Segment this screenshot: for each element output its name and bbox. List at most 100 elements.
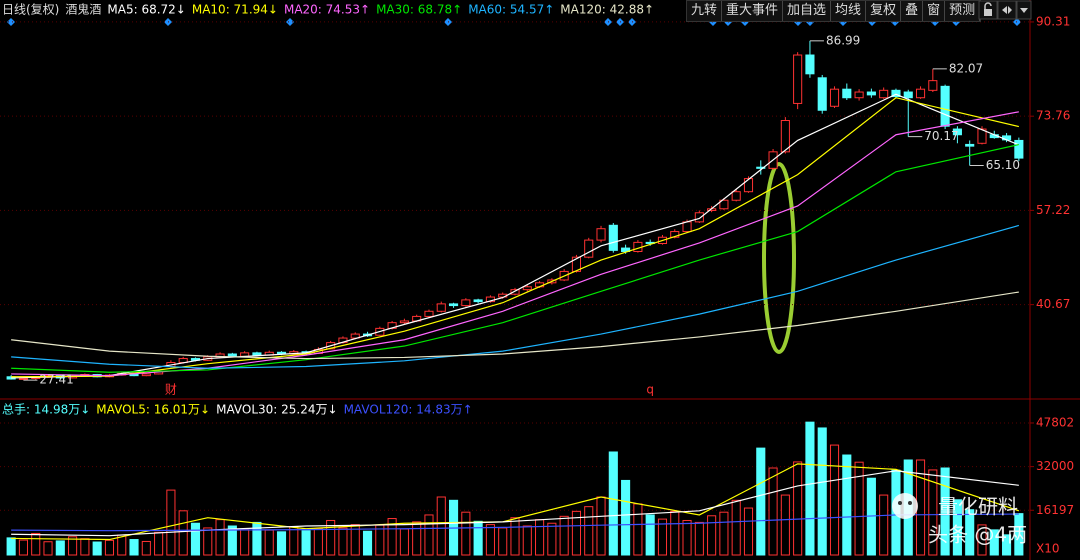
ma-line bbox=[11, 143, 1019, 373]
highlight-ellipse bbox=[762, 162, 796, 354]
candle-body bbox=[252, 352, 262, 356]
legend-entry: MA5: 68.72↓ bbox=[107, 3, 185, 17]
volume-bar bbox=[535, 519, 545, 556]
toolbar-button[interactable]: 窗 bbox=[923, 1, 946, 21]
volume-unit: X10 bbox=[1036, 542, 1060, 556]
toolbar-button[interactable]: 加自选 bbox=[783, 1, 832, 21]
candle-body bbox=[879, 89, 889, 99]
volume-bar bbox=[829, 444, 840, 556]
volume-bar bbox=[264, 529, 274, 556]
volume-bar bbox=[842, 454, 852, 556]
candle-body bbox=[817, 77, 827, 111]
toolbar-button[interactable]: 预测 bbox=[945, 1, 981, 21]
volume-bar bbox=[596, 496, 606, 556]
volume-bar bbox=[657, 518, 668, 556]
volume-bar bbox=[227, 525, 237, 556]
toolbar-button[interactable]: 九转 bbox=[687, 1, 723, 21]
volume-bar bbox=[154, 531, 164, 556]
volume-bar bbox=[31, 532, 41, 556]
legend-entry: MA30: 68.78↑ bbox=[376, 3, 462, 17]
ma-line bbox=[11, 513, 1019, 532]
volume-bar bbox=[178, 510, 188, 556]
volume-bar bbox=[68, 536, 78, 556]
candle-body bbox=[461, 299, 471, 307]
volume-bar bbox=[117, 534, 127, 556]
candle-body bbox=[436, 303, 446, 312]
volume-bar bbox=[522, 525, 532, 556]
y-tick-label: 16197 bbox=[1036, 503, 1074, 517]
volume-bar bbox=[940, 467, 950, 556]
annotation-label: 70.17 bbox=[924, 129, 958, 143]
volume-bar bbox=[289, 526, 299, 556]
volume-bar bbox=[965, 509, 975, 556]
candle-body bbox=[829, 88, 840, 107]
toolbar-button[interactable]: 叠 bbox=[901, 1, 924, 21]
candle-body bbox=[903, 91, 913, 99]
volume-bar bbox=[18, 539, 28, 556]
ma-line bbox=[11, 291, 1019, 360]
volume-bar bbox=[854, 461, 864, 556]
candle-body bbox=[571, 256, 582, 272]
volume-bar bbox=[805, 421, 815, 556]
volume-bar bbox=[141, 540, 151, 556]
volume-bar bbox=[55, 540, 65, 556]
volume-bar bbox=[608, 451, 618, 556]
volume-bar bbox=[104, 539, 115, 556]
volume-bar bbox=[768, 467, 778, 556]
ma-line bbox=[11, 93, 1020, 379]
volume-bar bbox=[793, 461, 803, 556]
volume-bar bbox=[129, 539, 139, 556]
toolbar-button[interactable]: 复权 bbox=[866, 1, 902, 21]
y-tick-label: 32000 bbox=[1036, 459, 1074, 473]
candle-body bbox=[719, 199, 729, 210]
volume-bar bbox=[80, 538, 90, 556]
volume-bar bbox=[215, 519, 225, 556]
legend-entry: MAVOL5: 16.01万↓ bbox=[96, 403, 210, 417]
candle-body bbox=[891, 89, 901, 98]
y-tick-label: 90.31 bbox=[1036, 14, 1070, 28]
candle-body bbox=[780, 120, 790, 153]
volume-bar bbox=[510, 517, 520, 556]
event-marker: 财 bbox=[165, 383, 177, 397]
candle-body bbox=[743, 178, 754, 193]
legend-entry: 总手: 14.98万↓ bbox=[2, 403, 90, 417]
volume-bar bbox=[989, 529, 999, 556]
volume-bar bbox=[350, 524, 360, 556]
volume-bar bbox=[461, 511, 471, 556]
toolbar-icons bbox=[978, 0, 1032, 20]
volume-bar bbox=[190, 522, 201, 556]
chart-title: 酒鬼酒 bbox=[65, 2, 101, 17]
candle-body bbox=[854, 91, 864, 99]
volume-bar bbox=[743, 507, 754, 556]
y-tick-label: 47802 bbox=[1036, 415, 1074, 429]
legend-entry: MA10: 71.94↓ bbox=[192, 3, 278, 17]
volume-bar bbox=[682, 519, 692, 556]
volume-bar bbox=[485, 524, 495, 556]
ma-line bbox=[11, 97, 1019, 378]
volume-bar bbox=[412, 521, 422, 556]
annotation-label: 82.07 bbox=[949, 61, 983, 75]
volume-bar bbox=[6, 537, 16, 556]
candle-body bbox=[473, 299, 483, 303]
candle-body bbox=[952, 128, 962, 136]
volume-bar bbox=[547, 522, 557, 556]
candle-body bbox=[596, 228, 606, 241]
volume-bar bbox=[928, 469, 938, 556]
candle-body bbox=[1014, 139, 1024, 159]
volume-bar bbox=[338, 527, 348, 556]
volume-bar bbox=[375, 524, 385, 556]
toolbar-button[interactable]: 均线 bbox=[831, 1, 867, 21]
event-marker: q bbox=[646, 383, 654, 397]
volume-bar bbox=[756, 447, 766, 556]
candle-body bbox=[965, 143, 975, 147]
volume-bar bbox=[43, 541, 53, 556]
volume-bar bbox=[424, 514, 434, 556]
toolbar-button[interactable]: 重大事件 bbox=[722, 1, 784, 21]
y-tick-label: 73.76 bbox=[1036, 109, 1070, 123]
annotation-label: 86.99 bbox=[826, 33, 860, 47]
watermark-text: 量化研料 bbox=[938, 495, 1018, 519]
candle-body bbox=[584, 239, 594, 258]
volume-bar bbox=[952, 499, 962, 556]
